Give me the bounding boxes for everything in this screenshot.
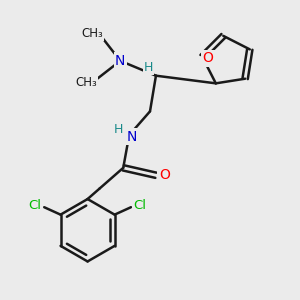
Text: O: O <box>202 51 213 65</box>
Text: Cl: Cl <box>28 199 41 212</box>
Text: O: O <box>159 168 170 182</box>
Text: N: N <box>126 130 137 144</box>
Text: H: H <box>114 123 124 136</box>
Text: N: N <box>115 54 125 68</box>
Text: H: H <box>144 61 153 74</box>
Text: Cl: Cl <box>134 199 146 212</box>
Text: CH₃: CH₃ <box>75 76 97 89</box>
Text: CH₃: CH₃ <box>81 27 103 40</box>
